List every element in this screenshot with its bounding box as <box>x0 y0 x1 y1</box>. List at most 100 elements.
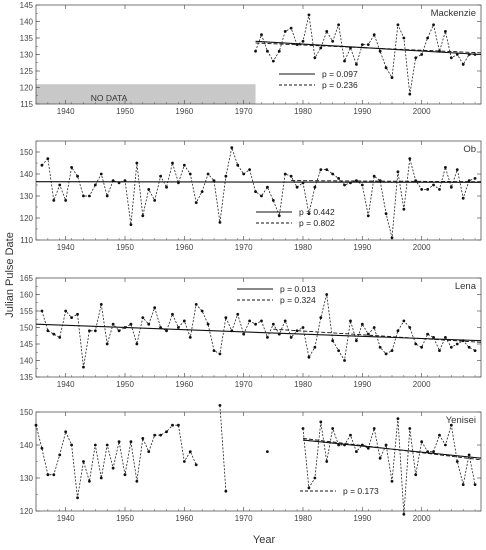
data-point <box>70 166 73 169</box>
data-point <box>372 427 376 430</box>
data-point <box>349 433 352 437</box>
data-point <box>159 326 163 329</box>
y-tick-label: 150 <box>20 148 34 157</box>
data-point <box>414 342 418 346</box>
data-point <box>135 161 139 165</box>
data-point <box>271 322 275 326</box>
data-point <box>289 174 293 178</box>
data-point <box>444 336 447 339</box>
data-point <box>402 207 406 211</box>
data-point <box>88 329 91 333</box>
data-point <box>295 185 299 189</box>
x-tick-label: 1960 <box>175 243 193 252</box>
y-tick-label: 120 <box>20 84 34 93</box>
data-point <box>432 450 435 453</box>
data-point <box>426 36 429 40</box>
no-data-label: NO DATA <box>91 93 128 103</box>
series-line <box>255 14 476 95</box>
data-point <box>129 223 133 227</box>
data-point <box>414 56 418 60</box>
data-point <box>153 433 157 437</box>
data-point <box>307 13 311 17</box>
data-point <box>396 329 400 333</box>
data-point <box>301 326 305 329</box>
data-point <box>153 199 157 202</box>
data-point <box>52 473 56 477</box>
data-point <box>177 326 180 329</box>
data-point <box>343 359 346 362</box>
data-point <box>224 316 228 319</box>
data-point <box>218 404 222 407</box>
data-point <box>46 473 50 477</box>
data-point <box>378 49 382 53</box>
data-point <box>372 33 376 37</box>
data-point <box>40 446 44 450</box>
y-tick-label: 140 <box>20 170 34 179</box>
data-point <box>384 66 388 70</box>
data-point <box>242 332 246 336</box>
data-point <box>444 30 447 33</box>
data-point <box>182 163 186 167</box>
data-point <box>200 190 204 194</box>
x-tick-label: 1970 <box>235 380 253 389</box>
data-point <box>360 322 364 326</box>
x-tick-label: 1950 <box>116 243 134 252</box>
x-tick-label: 1940 <box>57 514 75 523</box>
data-point <box>313 56 317 60</box>
x-tick-label: 2000 <box>413 380 431 389</box>
data-point <box>408 157 412 161</box>
data-point <box>105 194 109 198</box>
data-point <box>52 332 56 336</box>
data-point <box>378 179 382 183</box>
data-point <box>58 183 62 187</box>
data-point <box>390 76 394 79</box>
data-point <box>390 236 394 240</box>
data-point <box>40 309 44 313</box>
data-point <box>307 486 311 490</box>
panel-label: Mackenzie <box>431 8 476 19</box>
data-point <box>455 168 459 172</box>
data-point <box>182 319 186 323</box>
data-point <box>260 319 263 323</box>
data-point <box>88 194 91 198</box>
x-tick-label: 1950 <box>116 107 134 116</box>
data-point <box>408 427 412 430</box>
data-point <box>337 177 340 180</box>
data-point <box>76 496 79 500</box>
data-point <box>319 316 323 319</box>
trend-line-solid <box>302 439 482 459</box>
y-tick-label: 130 <box>20 192 34 201</box>
data-point <box>194 463 198 467</box>
data-point <box>289 336 293 339</box>
data-point <box>307 355 311 359</box>
data-point <box>337 349 340 352</box>
data-point <box>34 423 38 427</box>
data-point <box>319 168 323 172</box>
x-tick-label: 2000 <box>413 107 431 116</box>
data-point <box>313 476 317 480</box>
y-tick-label: 165 <box>20 274 34 283</box>
x-tick-label: 1980 <box>294 514 312 523</box>
data-point <box>396 417 400 420</box>
y-axis-label: Julian Pulse Date <box>4 232 16 318</box>
data-point <box>420 53 424 56</box>
trend-line-solid <box>255 40 482 56</box>
data-point <box>254 322 257 326</box>
data-point <box>266 450 269 453</box>
data-point <box>171 423 174 427</box>
data-point <box>295 329 299 333</box>
data-point <box>467 345 471 349</box>
data-point <box>444 443 447 447</box>
data-point <box>248 319 252 323</box>
x-tick-label: 1960 <box>175 107 193 116</box>
data-point <box>194 201 198 205</box>
trend-line-dashed <box>291 180 482 183</box>
data-point <box>384 443 388 447</box>
y-tick-label: 140 <box>20 18 34 27</box>
data-point <box>426 188 429 191</box>
data-point <box>461 196 465 200</box>
data-point <box>117 329 121 333</box>
data-point <box>212 349 216 352</box>
panel-label: Lena <box>455 281 477 292</box>
data-point <box>194 303 198 306</box>
